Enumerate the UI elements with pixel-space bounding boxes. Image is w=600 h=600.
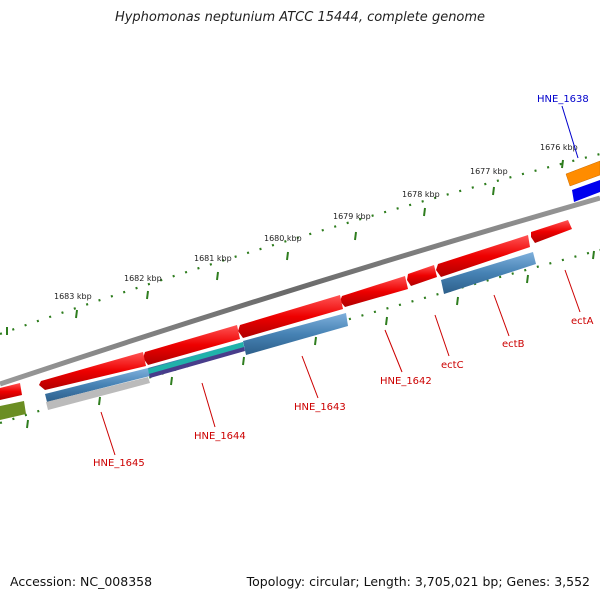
- gene-ectb-arrow[interactable]: [436, 235, 530, 277]
- tick-label: 1680 kbp: [264, 234, 302, 243]
- gene-ecta-arrow[interactable]: [531, 220, 572, 243]
- gene-hne-1644-arrow[interactable]: [143, 325, 240, 365]
- gene-orange[interactable]: [565, 160, 600, 187]
- tick-label: 1682 kbp: [124, 274, 162, 283]
- cds-track: [0, 220, 572, 400]
- feature-grey[interactable]: [46, 377, 150, 410]
- feature-hne-1645[interactable]: [45, 368, 150, 402]
- label-leaders: [100, 105, 581, 456]
- tick-label: 1677 kbp: [470, 167, 508, 176]
- gene-label-ectc: ectC: [441, 360, 464, 371]
- gene-ectc-arrow[interactable]: [407, 265, 437, 286]
- gene-label-hne-1644: HNE_1644: [194, 431, 246, 442]
- genome-summary-text: Topology: circular; Length: 3,705,021 bp…: [246, 574, 590, 589]
- gene-labels: HNE_1638 ectA ectB ectC HNE_1642 HNE_164…: [93, 94, 594, 469]
- gene-label-hne-1638: HNE_1638: [537, 94, 589, 105]
- feature-hne-1643[interactable]: [243, 313, 348, 355]
- feature-olive[interactable]: [0, 401, 26, 420]
- gene-left-edge-arrow[interactable]: [0, 383, 22, 400]
- tick-label: 1681 kbp: [194, 254, 232, 263]
- tick-label: 1683 kbp: [54, 292, 92, 301]
- tick-label: 1678 kbp: [402, 190, 440, 199]
- genome-backbone: [0, 195, 600, 387]
- major-ticks-inner: [26, 250, 595, 429]
- accession-text: Accession: NC_008358: [10, 574, 153, 589]
- gene-label-hne-1643: HNE_1643: [294, 402, 346, 413]
- feature-ectb[interactable]: [441, 252, 536, 294]
- gene-label-ecta: ectA: [571, 316, 594, 327]
- major-ticks-outer: [6, 159, 564, 335]
- gene-label-hne-1645: HNE_1645: [93, 458, 145, 469]
- tick-label: 1679 kbp: [333, 212, 371, 221]
- gene-hne-1643-arrow[interactable]: [238, 295, 343, 338]
- map-title: Hyphomonas neptunium ATCC 15444, complet…: [114, 10, 486, 25]
- gene-label-ectb: ectB: [502, 339, 525, 350]
- feature-teal[interactable]: [148, 342, 244, 374]
- tick-labels: 1676 kbp 1677 kbp 1678 kbp 1679 kbp 1680…: [54, 143, 578, 301]
- tick-label: 1676 kbp: [540, 143, 578, 152]
- gene-hne-1645-arrow[interactable]: [39, 352, 146, 390]
- gene-hne-1638[interactable]: [572, 180, 600, 202]
- gene-hne-1642-arrow[interactable]: [340, 276, 408, 307]
- feature-track: [0, 252, 536, 420]
- feature-purple[interactable]: [149, 347, 245, 378]
- gene-label-hne-1642: HNE_1642: [380, 376, 432, 387]
